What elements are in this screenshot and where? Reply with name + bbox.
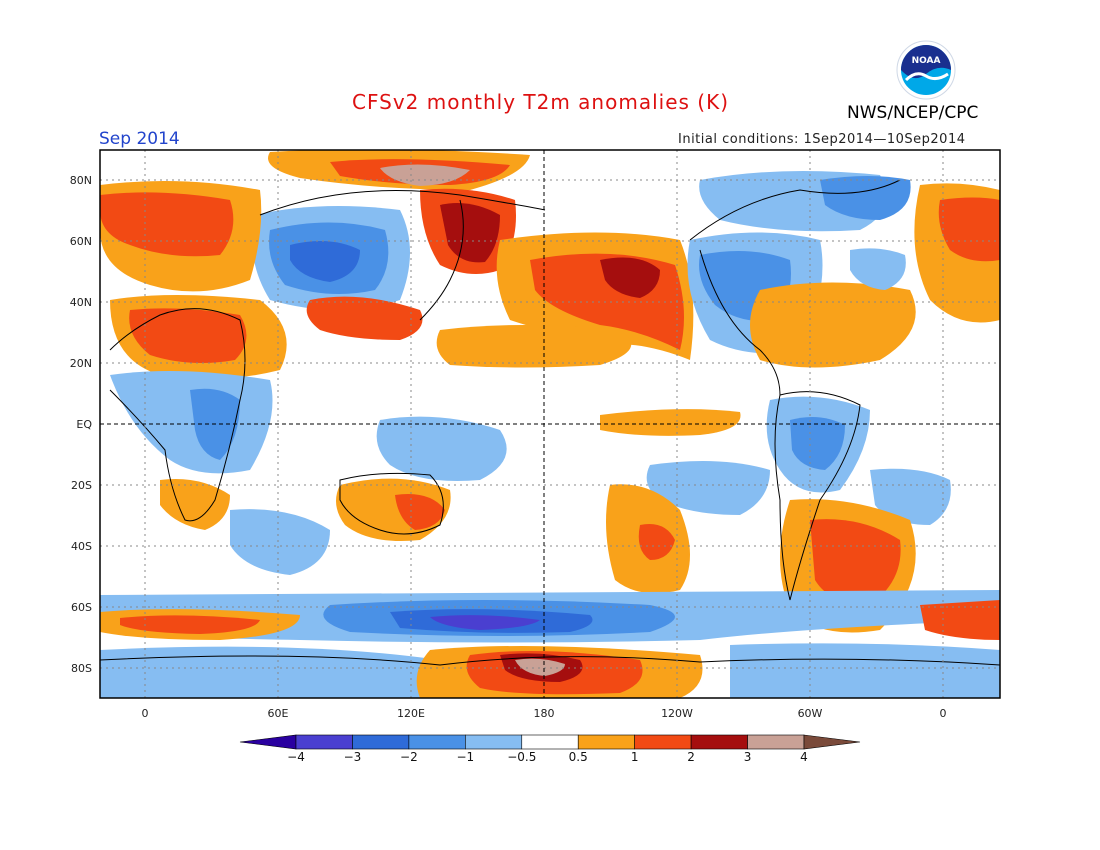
anomaly-fields <box>100 150 1000 698</box>
legend-swatch <box>239 734 297 750</box>
map-frame <box>99 149 1001 699</box>
chart-title: CFSv2 monthly T2m anomalies (K) <box>352 90 729 114</box>
lon-label: 60W <box>798 707 823 720</box>
legend-label: −1 <box>456 750 474 764</box>
forecast-month: Sep 2014 <box>99 129 180 149</box>
legend-label: −0.5 <box>507 750 536 764</box>
legend-label: 1 <box>631 750 639 764</box>
lon-label: 120E <box>397 707 425 720</box>
legend-label: 3 <box>744 750 752 764</box>
lat-label: 20S <box>71 479 92 492</box>
legend-swatch <box>352 734 410 750</box>
coastlines <box>100 179 1000 666</box>
lat-label: 60S <box>71 601 92 614</box>
legend-label: −4 <box>287 750 305 764</box>
lon-label: 0 <box>940 707 947 720</box>
legend-swatch <box>747 734 805 750</box>
legend-swatch <box>634 734 692 750</box>
lon-label: 120W <box>661 707 693 720</box>
lat-label: 40S <box>71 540 92 553</box>
legend-label: −3 <box>344 750 362 764</box>
legend-swatch <box>803 734 861 750</box>
noaa-logo: NOAA <box>896 40 956 100</box>
lat-label: 80S <box>71 662 92 675</box>
legend-swatch <box>408 734 466 750</box>
graticule <box>100 150 1000 698</box>
legend-label: 2 <box>687 750 695 764</box>
lat-label: 20N <box>70 357 92 370</box>
legend-label: −2 <box>400 750 418 764</box>
lon-label: 180 <box>534 707 555 720</box>
lon-label: 60E <box>268 707 289 720</box>
legend-swatch <box>465 734 523 750</box>
lat-axis: 80N 60N 40N 20N EQ 20S 40S 60S 80S <box>70 174 93 675</box>
legend-label: 0.5 <box>569 750 588 764</box>
legend-label: 4 <box>800 750 808 764</box>
lat-label: 40N <box>70 296 92 309</box>
initial-conditions: Initial conditions: 1Sep2014—10Sep2014 <box>678 132 966 147</box>
legend-swatch <box>690 734 748 750</box>
color-legend: −4 −3 −2 −1 −0.5 0.5 1 2 3 4 <box>239 734 861 764</box>
legend-swatch <box>577 734 635 750</box>
legend-swatch <box>295 734 353 750</box>
agency-label: NWS/NCEP/CPC <box>847 103 979 123</box>
lat-label: 80N <box>70 174 92 187</box>
legend-swatch <box>521 734 579 750</box>
lat-label: 60N <box>70 235 92 248</box>
logo-text: NOAA <box>912 56 941 66</box>
lon-label: 0 <box>142 707 149 720</box>
lat-label: EQ <box>76 418 92 431</box>
lon-axis: 0 60E 120E 180 120W 60W 0 <box>142 707 947 720</box>
